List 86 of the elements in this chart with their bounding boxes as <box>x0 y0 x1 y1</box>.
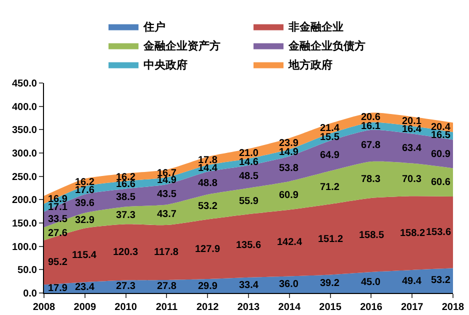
data-label: 15.5 <box>320 132 340 143</box>
x-tick-label: 2014 <box>278 302 301 313</box>
data-label: 23.9 <box>279 138 299 149</box>
data-label: 45.0 <box>361 277 381 288</box>
x-tick-label: 2008 <box>32 302 56 313</box>
y-tick-label: 150.0 <box>12 218 38 230</box>
data-label: 43.7 <box>157 209 177 220</box>
data-label: 39.6 <box>75 198 95 209</box>
y-tick-label: 250.0 <box>12 172 38 183</box>
data-label: 27.3 <box>116 281 136 292</box>
data-label: 60.9 <box>431 149 451 160</box>
x-tick-label: 2012 <box>196 302 220 313</box>
data-label: 53.8 <box>279 163 299 174</box>
data-label: 16.6 <box>116 179 136 190</box>
y-tick-label: 300.0 <box>12 148 38 160</box>
data-label: 38.5 <box>116 192 136 203</box>
data-label: 33.5 <box>48 214 68 225</box>
x-tick-label: 2016 <box>360 302 383 313</box>
data-label: 95.2 <box>48 257 68 268</box>
data-label: 33.4 <box>239 280 259 291</box>
data-label: 78.3 <box>361 174 381 185</box>
data-label: 36.0 <box>279 279 299 290</box>
x-tick-label: 2015 <box>319 302 342 313</box>
x-tick-label: 2010 <box>114 302 138 313</box>
data-label: 43.5 <box>157 189 177 200</box>
legend-label: 金融企业资产方 <box>142 40 220 53</box>
legend-label: 金融企业负债方 <box>288 40 366 53</box>
data-label: 60.6 <box>431 177 451 188</box>
data-label: 17.9 <box>48 283 68 294</box>
data-label: 63.4 <box>402 143 422 154</box>
x-tick-label: 2018 <box>442 302 465 313</box>
data-label: 21.4 <box>320 123 340 134</box>
data-label: 32.9 <box>75 215 95 226</box>
x-tick-label: 2017 <box>400 302 424 313</box>
data-label: 14.9 <box>157 175 177 186</box>
data-label: 23.4 <box>75 282 95 293</box>
legend-label: 地方政府 <box>288 58 332 72</box>
data-label: 53.2 <box>431 275 451 286</box>
data-label: 14.6 <box>239 157 259 168</box>
x-tick-label: 2009 <box>74 302 96 313</box>
y-tick-label: 50.0 <box>18 265 38 276</box>
data-label: 70.3 <box>402 174 422 185</box>
data-label: 117.8 <box>154 247 179 258</box>
data-label: 55.9 <box>239 196 259 207</box>
data-label: 120.3 <box>113 247 138 258</box>
data-label: 16.1 <box>361 121 381 132</box>
y-tick-label: 0.0 <box>23 288 38 300</box>
data-label: 29.9 <box>198 281 218 292</box>
data-label: 21.0 <box>239 148 259 159</box>
y-tick-label: 100.0 <box>12 242 38 253</box>
data-label: 14.9 <box>279 147 299 158</box>
data-label: 27.8 <box>157 281 177 292</box>
y-tick-label: 350.0 <box>12 125 38 136</box>
data-label: 135.6 <box>236 240 262 251</box>
y-tick-label: 450.0 <box>12 78 38 90</box>
y-tick-label: 400.0 <box>12 102 38 113</box>
data-label: 67.8 <box>361 140 381 151</box>
data-label: 64.9 <box>320 150 340 161</box>
data-label: 49.4 <box>402 276 422 287</box>
data-label: 27.6 <box>48 228 68 239</box>
data-label: 158.2 <box>400 228 426 239</box>
data-label: 39.2 <box>320 278 340 289</box>
data-label: 115.4 <box>72 250 97 261</box>
data-label: 142.4 <box>277 237 302 248</box>
y-tick-label: 200.0 <box>12 195 38 206</box>
data-label: 16.4 <box>402 124 422 135</box>
legend-label: 非金融企业 <box>288 20 344 34</box>
legend-label: 中央政府 <box>144 58 188 72</box>
data-label: 60.9 <box>279 190 299 201</box>
data-label: 14.4 <box>198 163 218 174</box>
data-label: 153.6 <box>426 227 452 238</box>
data-label: 17.6 <box>75 185 95 196</box>
data-label: 17.1 <box>48 202 68 213</box>
data-label: 127.9 <box>195 244 220 255</box>
data-label: 151.2 <box>318 234 344 245</box>
data-label: 48.8 <box>198 178 218 189</box>
data-label: 37.3 <box>116 210 136 221</box>
data-label: 48.5 <box>239 171 259 182</box>
data-label: 158.5 <box>359 230 384 241</box>
data-label: 20.6 <box>361 112 381 123</box>
data-label: 71.2 <box>320 182 340 193</box>
x-tick-label: 2011 <box>156 302 178 313</box>
x-tick-label: 2013 <box>237 302 260 313</box>
data-label: 53.2 <box>198 201 218 212</box>
legend-label: 住户 <box>142 20 166 34</box>
data-label: 16.5 <box>431 130 451 141</box>
